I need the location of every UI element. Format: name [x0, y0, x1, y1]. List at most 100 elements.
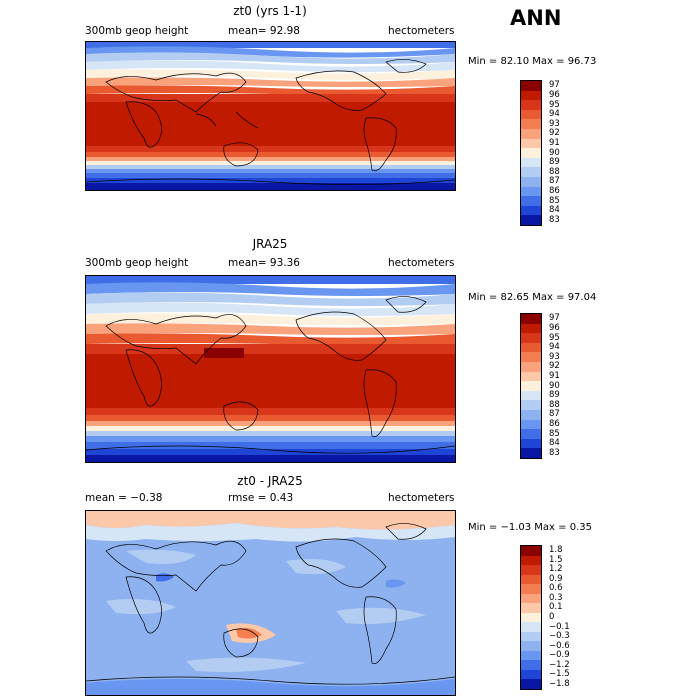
colorbar-label: 88: [549, 166, 560, 177]
colorbar-swatch: [521, 400, 541, 410]
colorbar-label: 0.9: [549, 573, 563, 584]
colorbar-label: −1.2: [549, 659, 570, 670]
panel-model-mean: mean= 92.98: [228, 25, 300, 37]
colorbar-swatch: [521, 429, 541, 439]
colorbar-label: 87: [549, 409, 560, 420]
colorbar-swatch: [521, 641, 541, 651]
panel-diff-units: hectometers: [388, 492, 455, 504]
panel-model-units: hectometers: [388, 25, 455, 37]
colorbar-label: 92: [549, 128, 560, 139]
colorbar-label: 91: [549, 370, 560, 381]
colorbar-label: 84: [549, 438, 560, 449]
colorbar-label: 86: [549, 185, 560, 196]
colorbar-swatch: [521, 555, 541, 566]
colorbar-swatch: [521, 90, 541, 101]
colorbar-swatch: [521, 574, 541, 585]
panel-diff-mean: mean = −0.38: [85, 492, 163, 504]
colorbar-label: 96: [549, 89, 560, 100]
colorbar-swatch: [521, 342, 541, 353]
panel-model-map: [85, 41, 456, 191]
colorbar-label: 1.8: [549, 545, 563, 556]
colorbar-label: 95: [549, 99, 560, 110]
colorbar-swatch: [521, 381, 541, 391]
colorbar-swatch: [521, 138, 541, 149]
panel-diff-minmax: Min = −1.03 Max = 0.35: [468, 522, 592, 533]
colorbar-swatch: [521, 148, 541, 158]
colorbar-label: 1.2: [549, 564, 563, 575]
colorbar-label: 1.5: [549, 554, 563, 565]
colorbar-swatch: [521, 546, 541, 556]
colorbar-label: 94: [549, 342, 560, 353]
colorbar-label: 92: [549, 361, 560, 372]
colorbar-swatch: [521, 352, 541, 362]
colorbar-label: 0.1: [549, 602, 563, 613]
panel-model-map-svg: [86, 42, 455, 190]
colorbar-label: 89: [549, 157, 560, 168]
panel-diff-title: zt0 - JRA25: [237, 474, 303, 488]
colorbar-label: 87: [549, 176, 560, 187]
colorbar-swatch: [521, 323, 541, 334]
colorbar-label: 90: [549, 380, 560, 391]
colorbar-label: 85: [549, 428, 560, 439]
colorbar-label: −0.6: [549, 640, 570, 651]
colorbar-swatch: [521, 448, 541, 458]
colorbar-label: 97: [549, 313, 560, 324]
colorbar-swatch: [521, 128, 541, 139]
colorbar-swatch: [521, 196, 541, 206]
colorbar-swatch: [521, 186, 541, 197]
colorbar-swatch: [521, 100, 541, 110]
colorbar-swatch: [521, 660, 541, 670]
colorbar-label: 83: [549, 447, 560, 458]
colorbar-swatch: [521, 631, 541, 642]
colorbar-swatch: [521, 650, 541, 661]
colorbar-swatch: [521, 669, 541, 680]
colorbar-label: −1.5: [549, 669, 570, 680]
panel-obs-map-svg: [86, 276, 455, 462]
colorbar-swatch: [521, 593, 541, 604]
colorbar-label: 93: [549, 351, 560, 362]
panel-obs-map: [85, 275, 456, 463]
colorbar-label: 0.3: [549, 592, 563, 603]
colorbar-label: 90: [549, 147, 560, 158]
panel-model-variable: 300mb geop height: [85, 25, 189, 37]
panel-model-minmax: Min = 82.10 Max = 96.73: [468, 56, 597, 67]
colorbar-swatch: [521, 390, 541, 401]
colorbar-swatch: [521, 119, 541, 129]
colorbar-label: 0: [549, 612, 555, 622]
colorbar-swatch: [521, 371, 541, 382]
colorbar-swatch: [521, 314, 541, 324]
colorbar-swatch: [521, 109, 541, 120]
panel-diff-map-svg: [86, 511, 455, 695]
colorbar-label: 85: [549, 195, 560, 206]
colorbar-label: 88: [549, 399, 560, 410]
colorbar-swatch: [521, 167, 541, 177]
colorbar-label: 83: [549, 214, 560, 225]
colorbar-label: 89: [549, 390, 560, 401]
panel-diff-rmse: rmse = 0.43: [228, 492, 294, 504]
colorbar-label: −0.3: [549, 631, 570, 642]
colorbar-swatch: [521, 81, 541, 91]
colorbar-swatch: [521, 584, 541, 594]
colorbar-label: −1.8: [549, 678, 570, 689]
colorbar-label: 94: [549, 109, 560, 120]
colorbar-swatch: [521, 215, 541, 225]
season-label: ANN: [510, 6, 562, 30]
colorbar-label: 84: [549, 205, 560, 216]
colorbar-swatch: [521, 419, 541, 430]
colorbar-swatch: [521, 157, 541, 168]
panel-model-colorbar: [520, 80, 542, 226]
colorbar-swatch: [521, 205, 541, 216]
colorbar-swatch: [521, 361, 541, 372]
colorbar-label: −0.1: [549, 621, 570, 632]
colorbar-label: −0.9: [549, 650, 570, 661]
colorbar-swatch: [521, 679, 541, 689]
colorbar-swatch: [521, 176, 541, 187]
panel-obs-title: JRA25: [252, 237, 288, 251]
colorbar-label: 95: [549, 332, 560, 343]
colorbar-swatch: [521, 622, 541, 632]
panel-obs-units: hectometers: [388, 257, 455, 269]
colorbar-label: 86: [549, 418, 560, 429]
panel-diff-colorbar: [520, 545, 542, 690]
panel-diff-map: [85, 510, 456, 696]
colorbar-label: 91: [549, 137, 560, 148]
